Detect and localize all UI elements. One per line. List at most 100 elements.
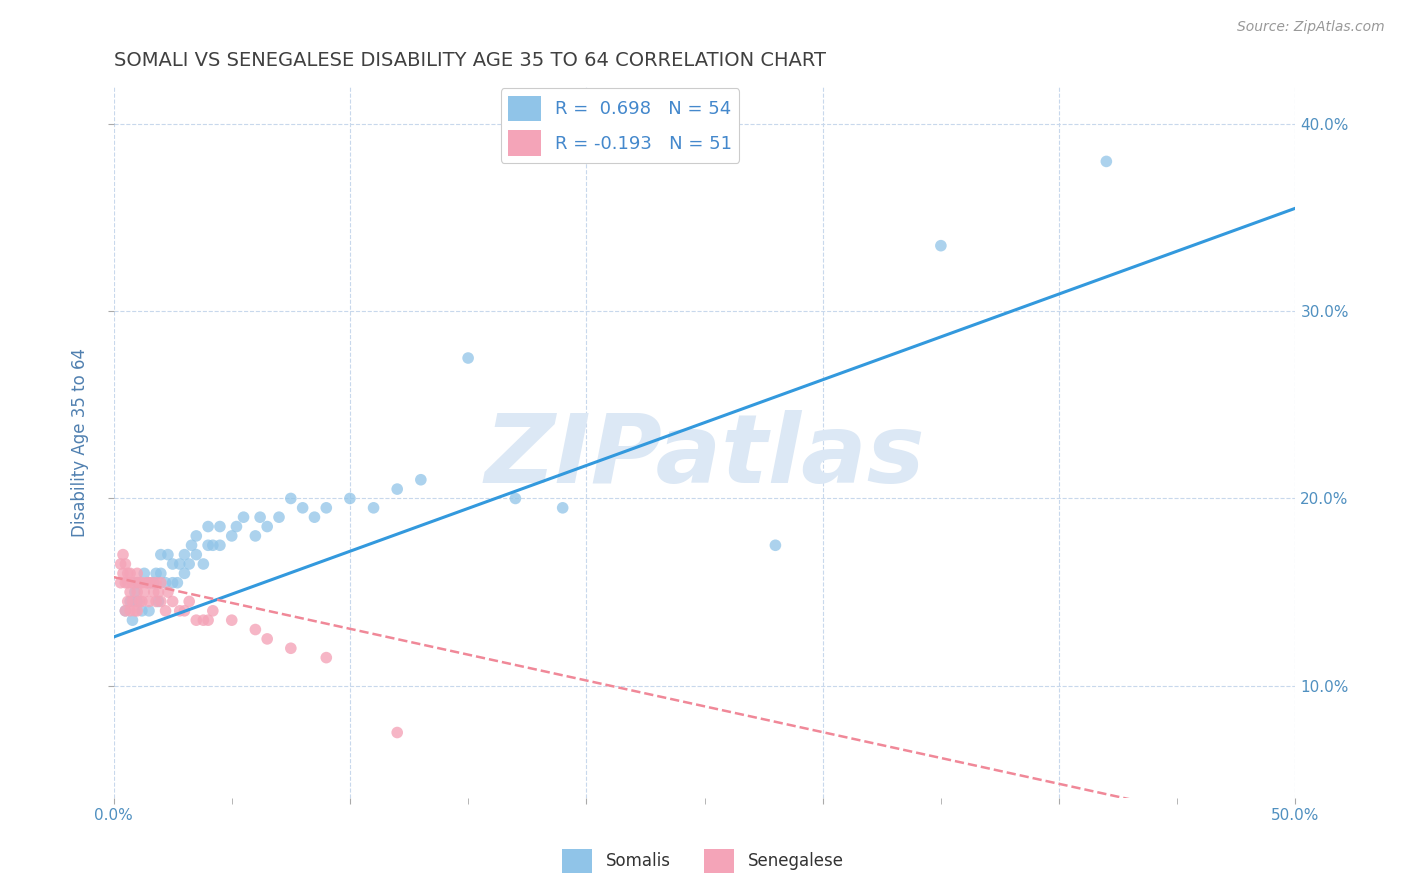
Point (551, 500, 574, 515)
Point (201, 604, 224, 618)
Point (291, 500, 314, 515)
Point (929, 238, 952, 252)
Point (1095, 154, 1118, 169)
Point (120, 594, 142, 608)
Point (409, 473, 432, 487)
Point (138, 604, 160, 618)
Point (114, 604, 136, 618)
Point (145, 575, 167, 590)
Point (117, 566, 139, 581)
Point (280, 491, 302, 506)
Point (245, 529, 267, 543)
Point (186, 613, 208, 627)
Point (114, 557, 136, 571)
Point (120, 585, 142, 599)
Point (197, 613, 219, 627)
Point (180, 538, 202, 552)
Legend: R =  0.698   N = 54, R = -0.193   N = 51: R = 0.698 N = 54, R = -0.193 N = 51 (501, 88, 740, 163)
Point (156, 585, 179, 599)
Point (387, 482, 409, 496)
Point (201, 538, 224, 552)
Point (145, 566, 167, 581)
Point (121, 613, 143, 627)
Point (149, 575, 172, 590)
Point (127, 604, 149, 618)
Point (148, 594, 170, 608)
Point (110, 557, 132, 571)
Point (135, 575, 157, 590)
Y-axis label: Disability Age 35 to 64: Disability Age 35 to 64 (72, 348, 89, 537)
Point (156, 548, 179, 562)
Point (128, 575, 150, 590)
Point (256, 519, 278, 533)
Point (149, 548, 172, 562)
Point (114, 604, 136, 618)
Point (111, 566, 134, 581)
Point (121, 575, 143, 590)
Point (127, 594, 149, 608)
Point (162, 594, 184, 608)
Point (169, 557, 191, 571)
Point (232, 510, 254, 524)
Text: Source: ZipAtlas.com: Source: ZipAtlas.com (1237, 20, 1385, 34)
Point (134, 566, 156, 581)
Point (197, 519, 219, 533)
Point (149, 594, 172, 608)
Point (138, 575, 160, 590)
Point (111, 548, 134, 562)
Point (138, 594, 160, 608)
Point (142, 585, 165, 599)
Point (225, 519, 247, 533)
Point (505, 491, 527, 506)
Point (121, 594, 143, 608)
Point (304, 510, 326, 524)
Point (339, 491, 361, 506)
Point (127, 566, 149, 581)
Point (315, 500, 337, 515)
Point (179, 557, 201, 571)
Point (173, 604, 195, 618)
Point (127, 585, 149, 599)
Point (127, 575, 149, 590)
Point (162, 575, 184, 590)
Text: ZIPatlas: ZIPatlas (484, 410, 925, 503)
Point (128, 594, 150, 608)
Text: SOMALI VS SENEGALESE DISABILITY AGE 35 TO 64 CORRELATION CHART: SOMALI VS SENEGALESE DISABILITY AGE 35 T… (114, 51, 825, 70)
Point (124, 575, 146, 590)
Point (249, 510, 271, 524)
Point (186, 548, 208, 562)
Point (256, 632, 278, 646)
Legend: Somalis, Senegalese: Somalis, Senegalese (555, 842, 851, 880)
Point (155, 575, 177, 590)
Point (141, 575, 163, 590)
Point (120, 566, 142, 581)
Point (363, 500, 385, 515)
Point (173, 548, 195, 562)
Point (208, 538, 231, 552)
Point (131, 604, 153, 618)
Point (131, 575, 153, 590)
Point (148, 585, 170, 599)
Point (155, 604, 177, 618)
Point (145, 594, 167, 608)
Point (117, 594, 139, 608)
Point (142, 575, 165, 590)
Point (267, 510, 290, 524)
Point (169, 604, 191, 618)
Point (179, 594, 201, 608)
Point (197, 538, 219, 552)
Point (124, 585, 146, 599)
Point (193, 557, 215, 571)
Point (280, 641, 302, 656)
Point (186, 529, 208, 543)
Point (131, 594, 153, 608)
Point (138, 575, 160, 590)
Point (124, 604, 146, 618)
Point (134, 585, 156, 599)
Point (114, 575, 136, 590)
Point (110, 575, 132, 590)
Point (117, 575, 139, 590)
Point (457, 351, 479, 365)
Point (193, 613, 215, 627)
Point (221, 529, 243, 543)
